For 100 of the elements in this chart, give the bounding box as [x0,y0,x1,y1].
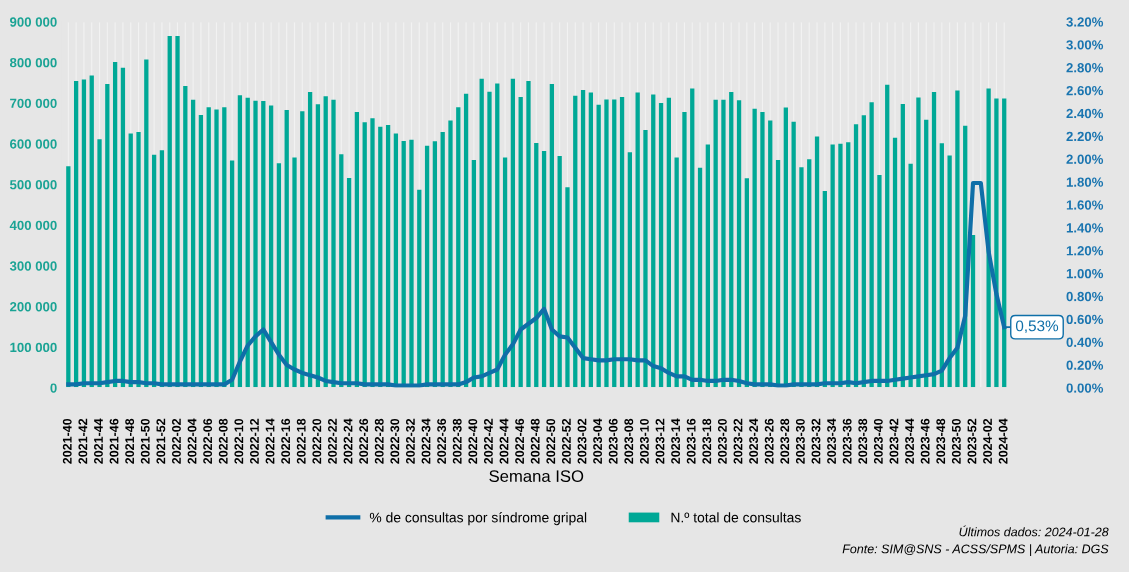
y2-tick-label: 0.20% [1066,360,1104,370]
x-tick-label: 2022-36 [437,418,447,464]
y2-tick-label: 2.40% [1066,108,1104,119]
bar [292,157,297,388]
bar [768,120,773,388]
bar [924,119,929,388]
x-tick-label: 2021-48 [125,418,135,464]
x-tick-label: 2023-24 [749,418,759,464]
y-tick-label: 900 000 [10,17,57,27]
bar [541,151,547,388]
x-tick-label: 2023-48 [936,418,946,464]
bar [198,114,204,388]
x-tick-label: 2024-04 [998,418,1008,464]
bar [931,92,937,388]
x-tick-label: 2022-46 [515,418,525,464]
x-tick-label: 2023-46 [920,418,930,464]
bar [721,99,726,388]
x-tick-label: 2022-50 [546,418,556,464]
y2-tick-label: 1.40% [1066,223,1104,233]
x-tick-label: 2021-40 [62,418,72,464]
bar [861,115,866,388]
source-note: Fonte: SIM@SNS - ACSS/SPMS | Autoria: DGS [842,544,1109,556]
bar [190,99,196,388]
bar [128,133,133,388]
bar [627,152,633,388]
bar [705,144,710,388]
y2-tick-label: 2.00% [1066,154,1104,164]
y-tick-label: 300 000 [9,261,57,271]
bar [315,104,321,388]
y2-tick-label: 1.20% [1066,246,1104,256]
bar [214,109,219,388]
bar [253,100,258,388]
bar [378,126,383,388]
y2-tick-label: 2.80% [1066,63,1104,73]
bar [284,110,289,388]
x-tick-label: 2022-04 [187,418,197,464]
bar [73,81,79,388]
bar [534,142,539,388]
bar [939,143,944,388]
y2-tick-label: 0.80% [1066,291,1104,302]
x-tick-label: 2021-42 [78,418,88,464]
bar [518,96,523,388]
bar [658,103,664,388]
bar [604,99,609,388]
bar [908,163,913,388]
y-tick-label: 400 000 [9,220,57,231]
bar [752,108,757,388]
x-tick-label: 2022-06 [203,418,213,464]
x-tick-label: 2023-32 [811,418,821,464]
x-tick-label: 2022-14 [265,418,275,464]
x-tick-label: 2022-38 [452,418,462,464]
x-tick-label: 2022-12 [250,418,259,464]
x-tick-label: 2022-40 [468,418,478,464]
bar [167,35,172,388]
bar [144,59,149,388]
bar [487,91,492,388]
text: Últimos dados: 2024-01-28 [959,525,1109,537]
bar [846,142,851,388]
bar [736,100,742,388]
x-tick-label: 2023-16 [686,418,696,464]
x-tick-label: 2023-36 [842,418,852,464]
bar [690,88,695,388]
x-tick-label: 2023-20 [717,418,727,464]
y-tick-label: 0 [50,383,57,393]
bar [760,112,765,388]
bar [331,99,336,388]
x-tick-label: 2021-52 [156,418,166,464]
bar [440,131,445,388]
bar [822,190,827,388]
x-tick-label: 2022-30 [390,418,400,464]
bar [643,129,648,388]
x-tick-label: 2021-50 [140,418,150,464]
bar [916,97,921,388]
bar [463,93,469,388]
x-tick-label: 2023-14 [671,418,681,464]
bar [955,90,960,388]
bar [89,75,94,388]
y2-tick-label: 1.80% [1066,177,1104,187]
bar [183,86,188,388]
bar [432,141,438,388]
bar [549,83,555,388]
x-tick-label: 2023-42 [889,418,899,464]
x-tick-label: 2022-44 [499,418,509,464]
x-tick-label: 2023-02 [577,418,587,464]
x-tick-label: 2022-48 [530,418,540,464]
y-tick-label: 500 000 [9,180,57,190]
x-axis-title: Semana ISO [489,470,584,483]
bar [612,99,617,388]
y2-tick-label: 0.60% [1066,314,1104,325]
bar [261,101,266,388]
x-tick-label: 2023-08 [624,418,634,464]
bar [245,97,250,388]
bar [66,166,71,388]
x-tick-label: 2023-04 [593,418,603,464]
bar [697,167,703,388]
bar [97,139,102,388]
x-tick-label: 2022-26 [359,418,369,464]
x-tick-label: 2023-06 [608,418,618,464]
y2-tick-label: 3.00% [1066,40,1104,50]
bar [237,95,243,388]
